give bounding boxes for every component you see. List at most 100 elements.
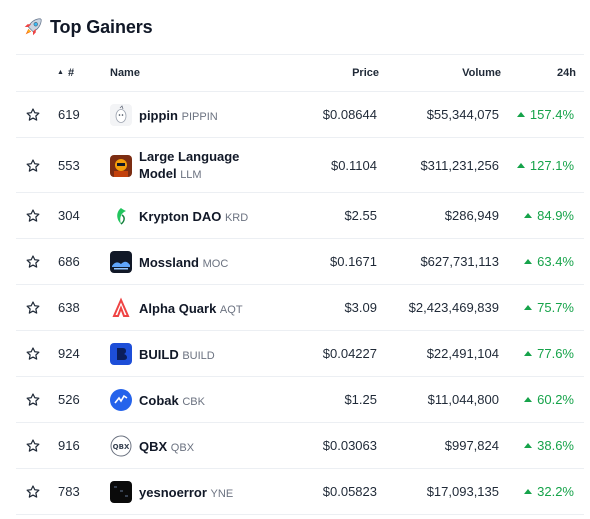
caret-up-icon	[524, 213, 533, 218]
coin-name-link[interactable]: Krypton DAO KRD	[139, 208, 269, 227]
coin-logo-icon	[110, 104, 132, 126]
price: $0.05823	[322, 484, 377, 499]
coin-logo-icon	[110, 389, 132, 411]
widget-title: Top Gainers	[50, 16, 153, 37]
rank: 686	[58, 254, 80, 269]
column-24h[interactable]: 24h	[557, 67, 576, 79]
table-row[interactable]: 686 Mossland MOC $0.1671 $627,731,113 63.4%	[16, 239, 584, 285]
price: $0.03063	[322, 438, 377, 453]
price: $0.04227	[322, 346, 377, 361]
coin-name-link[interactable]: pippin PIPPIN	[139, 107, 269, 126]
volume: $11,044,800	[427, 392, 499, 407]
coin-name-link[interactable]: Large Language Model LLM	[139, 148, 254, 184]
coin-name: Large Language Model	[139, 149, 240, 181]
caret-up-icon	[524, 397, 533, 402]
table-row[interactable]: 553 Large Language Model LLM $0.1104 $311,2…	[16, 138, 584, 193]
coin-name: Krypton DAO	[139, 209, 222, 224]
watchlist-star-icon[interactable]	[25, 300, 41, 316]
watchlist-star-icon[interactable]	[25, 392, 41, 408]
caret-up-icon	[524, 259, 533, 264]
change-24h: 75.7%	[524, 300, 574, 315]
coin-logo-icon	[110, 297, 132, 319]
rank: 619	[58, 107, 80, 122]
change-value: 84.9%	[537, 208, 574, 223]
volume: $627,731,113	[420, 254, 499, 269]
caret-up-icon	[524, 351, 533, 356]
watchlist-star-icon[interactable]	[25, 346, 41, 362]
coin-name: pippin	[139, 108, 178, 123]
coin-name-link[interactable]: yesnoerror YNE	[139, 484, 269, 503]
rank: 553	[58, 158, 80, 173]
price: $0.08644	[322, 107, 377, 122]
column-volume[interactable]: Volume	[462, 67, 501, 79]
sort-arrow-icon[interactable]: ▲	[57, 69, 64, 76]
coin-name-link[interactable]: Mossland MOC	[139, 254, 269, 273]
watchlist-star-icon[interactable]	[25, 484, 41, 500]
coin-name-link[interactable]: Cobak CBK	[139, 392, 269, 411]
coin-symbol: QBX	[170, 442, 195, 454]
coin-symbol: BUILD	[182, 350, 215, 362]
coin-symbol: AQT	[219, 304, 243, 316]
watchlist-star-icon[interactable]	[25, 107, 41, 123]
rank: 916	[58, 438, 80, 453]
coin-logo-icon	[110, 205, 132, 227]
rank: 783	[58, 484, 80, 499]
price: $0.1671	[330, 254, 377, 269]
change-24h: 127.1%	[516, 158, 574, 173]
price: $0.1104	[330, 158, 377, 173]
column-rank[interactable]: #	[68, 67, 75, 79]
caret-up-icon	[516, 112, 525, 117]
caret-up-icon	[524, 443, 533, 448]
volume: $22,491,104	[426, 346, 499, 361]
table-row[interactable]: 619 pippin PIPPIN $0.08644 $55,344,075 157.4…	[16, 92, 584, 138]
rank: 638	[58, 300, 80, 315]
widget-header: Top Gainers	[22, 14, 153, 40]
table-row[interactable]: 304 Krypton DAO KRD $2.55 $286,949 84.9%	[16, 193, 584, 239]
price: $1.25	[344, 392, 377, 407]
coin-name: Cobak	[139, 393, 179, 408]
table-row[interactable]: 783 yesnoerror YNE $0.05823 $17,093,135 32.2…	[16, 469, 584, 515]
watchlist-star-icon[interactable]	[25, 208, 41, 224]
coin-name: Alpha Quark	[139, 301, 217, 316]
coin-symbol: PIPPIN	[181, 111, 218, 123]
change-24h: 84.9%	[524, 208, 574, 223]
change-value: 77.6%	[537, 346, 574, 361]
coin-name-link[interactable]: QBX QBX	[139, 438, 269, 457]
volume: $286,949	[444, 208, 499, 223]
coin-symbol: MOC	[202, 258, 229, 270]
change-24h: 63.4%	[524, 254, 574, 269]
caret-up-icon	[516, 163, 525, 168]
coin-logo-icon	[110, 481, 132, 503]
volume: $997,824	[444, 438, 499, 453]
caret-up-icon	[524, 489, 533, 494]
column-name[interactable]: Name	[110, 67, 140, 79]
coin-symbol: CBK	[182, 396, 205, 408]
price: $3.09	[344, 300, 377, 315]
table-row[interactable]: 916 QBX QBX QBX $0.03063 $997,824 38.6%	[16, 423, 584, 469]
change-value: 157.4%	[529, 107, 574, 122]
coin-logo-icon	[110, 251, 132, 273]
change-24h: 32.2%	[524, 484, 574, 499]
coin-name-link[interactable]: BUILD BUILD	[139, 346, 269, 365]
watchlist-star-icon[interactable]	[25, 254, 41, 270]
rocket-icon	[24, 18, 42, 36]
table-row[interactable]: 638 Alpha Quark AQT $3.09 $2,423,469,839 75.…	[16, 285, 584, 331]
coin-logo-icon: QBX	[110, 435, 132, 457]
caret-up-icon	[524, 305, 533, 310]
coin-name-link[interactable]: Alpha Quark AQT	[139, 300, 269, 319]
change-value: 32.2%	[537, 484, 574, 499]
column-price[interactable]: Price	[352, 67, 379, 79]
table-row[interactable]: 924 BUILD BUILD $0.04227 $22,491,104 77.6%	[16, 331, 584, 377]
table-row[interactable]: 526 Cobak CBK $1.25 $11,044,800 60.2%	[16, 377, 584, 423]
price: $2.55	[344, 208, 377, 223]
rank: 526	[58, 392, 80, 407]
rank: 304	[58, 208, 80, 223]
watchlist-star-icon[interactable]	[25, 158, 41, 174]
change-value: 127.1%	[529, 158, 574, 173]
watchlist-star-icon[interactable]	[25, 438, 41, 454]
volume: $55,344,075	[426, 107, 499, 122]
change-24h: 38.6%	[524, 438, 574, 453]
coin-symbol: YNE	[210, 488, 234, 500]
change-value: 75.7%	[537, 300, 574, 315]
change-value: 38.6%	[537, 438, 574, 453]
